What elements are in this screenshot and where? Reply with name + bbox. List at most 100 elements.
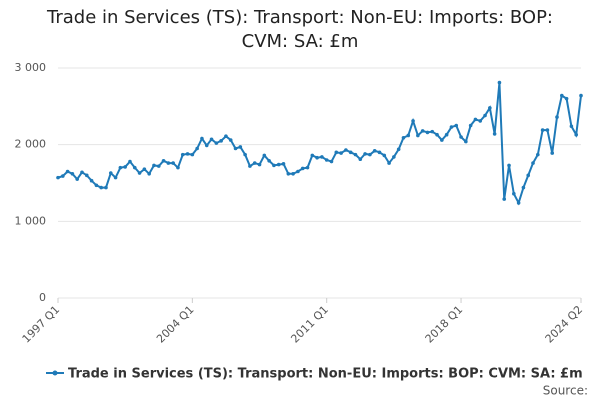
point bbox=[180, 152, 185, 157]
point bbox=[75, 177, 79, 181]
point bbox=[315, 155, 319, 160]
point bbox=[204, 143, 209, 148]
point bbox=[99, 185, 103, 190]
point bbox=[497, 80, 502, 85]
x-tick-label: 2011 Q1 bbox=[288, 303, 331, 346]
point bbox=[358, 157, 363, 162]
point bbox=[137, 171, 142, 175]
point bbox=[286, 172, 291, 176]
point bbox=[252, 161, 257, 165]
point bbox=[339, 151, 343, 155]
point bbox=[276, 162, 281, 167]
point bbox=[108, 171, 113, 175]
point bbox=[449, 125, 454, 129]
point bbox=[488, 106, 492, 110]
point bbox=[344, 148, 348, 152]
point bbox=[176, 165, 180, 170]
point bbox=[70, 172, 75, 176]
point bbox=[161, 158, 166, 163]
point bbox=[526, 173, 531, 178]
y-tick-label: 1 000 bbox=[15, 214, 47, 227]
point bbox=[118, 165, 123, 170]
point bbox=[574, 132, 579, 137]
y-tick-label: 0 bbox=[39, 291, 46, 304]
point bbox=[320, 155, 324, 159]
point bbox=[531, 161, 535, 165]
point bbox=[257, 162, 262, 167]
point bbox=[123, 165, 127, 169]
point bbox=[200, 136, 204, 141]
point bbox=[60, 174, 65, 178]
point bbox=[420, 129, 425, 133]
point bbox=[459, 135, 463, 139]
point bbox=[219, 139, 223, 143]
point bbox=[560, 93, 564, 98]
point bbox=[569, 124, 574, 129]
y-tick-label: 3 000 bbox=[15, 61, 47, 74]
point bbox=[387, 161, 391, 165]
x-tick-label: 1997 Q1 bbox=[20, 303, 63, 346]
point bbox=[564, 96, 569, 101]
point bbox=[80, 170, 84, 175]
point bbox=[171, 161, 175, 165]
point bbox=[435, 132, 439, 137]
point bbox=[483, 113, 487, 118]
source: Source: bbox=[543, 384, 588, 398]
point bbox=[468, 123, 473, 128]
point bbox=[291, 172, 295, 176]
point bbox=[262, 153, 267, 158]
point bbox=[507, 163, 511, 168]
point bbox=[406, 133, 411, 138]
point bbox=[300, 166, 305, 171]
point bbox=[156, 164, 161, 168]
point bbox=[444, 132, 449, 137]
point bbox=[516, 201, 521, 205]
point bbox=[521, 185, 526, 190]
point bbox=[94, 183, 99, 188]
point bbox=[430, 129, 435, 134]
x-tick-label: 2024 Q2 bbox=[543, 303, 586, 346]
point bbox=[243, 152, 247, 157]
point bbox=[166, 161, 171, 165]
point bbox=[132, 165, 137, 170]
point bbox=[512, 191, 516, 196]
point bbox=[401, 135, 406, 140]
point bbox=[492, 132, 497, 136]
point bbox=[185, 152, 190, 156]
point bbox=[334, 150, 339, 155]
point bbox=[190, 152, 195, 157]
series-line bbox=[57, 82, 582, 206]
x-tick-label: 2004 Q1 bbox=[154, 303, 197, 346]
point bbox=[104, 185, 108, 190]
point bbox=[324, 158, 329, 162]
point bbox=[310, 153, 315, 158]
point bbox=[440, 138, 444, 142]
point bbox=[540, 128, 545, 132]
point bbox=[416, 133, 420, 138]
point bbox=[224, 134, 228, 139]
point bbox=[248, 164, 252, 168]
point bbox=[555, 115, 559, 119]
point bbox=[209, 137, 214, 142]
point bbox=[377, 150, 382, 155]
point bbox=[464, 139, 468, 144]
point bbox=[454, 123, 459, 128]
point bbox=[382, 153, 387, 158]
point bbox=[65, 169, 70, 174]
legend-marker bbox=[52, 370, 58, 376]
point bbox=[238, 145, 243, 149]
point bbox=[272, 163, 276, 168]
point bbox=[56, 175, 60, 180]
point bbox=[363, 152, 367, 156]
point bbox=[396, 147, 401, 152]
point bbox=[478, 119, 483, 123]
point bbox=[305, 165, 310, 170]
point bbox=[142, 167, 147, 171]
point bbox=[195, 146, 199, 151]
point bbox=[579, 93, 583, 98]
point bbox=[84, 173, 89, 178]
legend-label: Trade in Services (TS): Transport: Non-E… bbox=[68, 367, 583, 382]
point bbox=[502, 197, 507, 201]
